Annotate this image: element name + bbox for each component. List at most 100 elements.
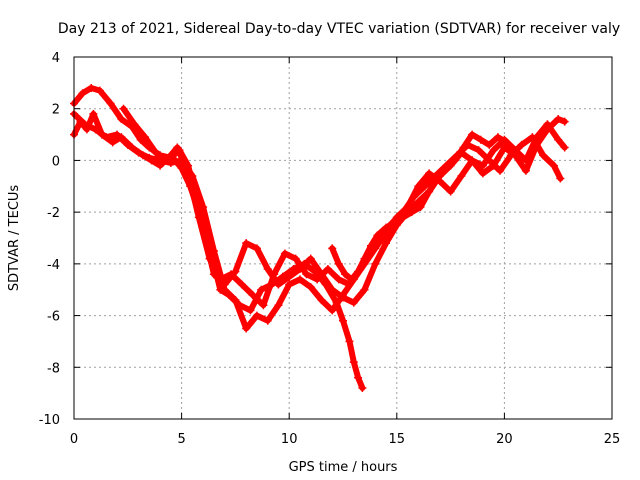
y-tick-label: 4 [52, 51, 60, 66]
data-point [345, 280, 354, 289]
data-point [242, 324, 251, 333]
data-point [341, 270, 350, 279]
data-point [242, 239, 251, 248]
y-tick-label: -6 [47, 310, 60, 325]
y-tick-label: -4 [47, 258, 60, 273]
x-tick-label: 5 [177, 432, 185, 447]
data-point [382, 239, 391, 248]
data-point [263, 265, 272, 274]
data-point [184, 169, 193, 178]
data-point [478, 169, 487, 178]
data-point [248, 290, 257, 299]
data-point [205, 254, 214, 263]
data-point [347, 275, 356, 284]
data-point [358, 383, 367, 392]
data-point [323, 265, 332, 274]
data-point [506, 151, 515, 160]
data-point [360, 285, 369, 294]
data-point [252, 244, 261, 253]
data-point [95, 86, 104, 95]
data-point [231, 296, 240, 305]
data-point [328, 244, 337, 253]
data-point [89, 109, 98, 118]
data-point [556, 174, 565, 183]
data-point [554, 135, 563, 144]
data-point [117, 115, 126, 124]
data-point [313, 275, 322, 284]
data-point [216, 275, 225, 284]
y-tick-label: -2 [47, 206, 60, 221]
data-point [528, 133, 537, 142]
data-point [270, 270, 279, 279]
data-point [237, 280, 246, 289]
data-point [339, 290, 347, 299]
data-point [302, 270, 311, 279]
series-track-4 [120, 105, 564, 309]
data-point [209, 246, 218, 255]
data-point [390, 218, 399, 227]
data-point [349, 298, 358, 307]
data-point [410, 192, 419, 201]
series-track-2 [71, 85, 568, 306]
data-point [134, 148, 143, 157]
data-point [334, 275, 343, 284]
data-point [560, 117, 569, 126]
y-tick-label: -8 [47, 361, 60, 376]
data-point [295, 275, 304, 284]
data-point [500, 143, 509, 152]
data-point [145, 153, 154, 162]
data-point [354, 373, 363, 382]
data-point [345, 337, 354, 346]
chart-title: Day 213 of 2021, Sidereal Day-to-day VTE… [58, 21, 620, 37]
data-point [442, 164, 451, 173]
data-point [354, 267, 363, 276]
data-point [496, 166, 505, 175]
series-track-1-markers [70, 109, 367, 392]
data-point [560, 143, 569, 152]
data-point [416, 202, 425, 211]
data-point [102, 133, 111, 142]
data-point [220, 285, 229, 294]
data-point [349, 358, 358, 367]
data-point [446, 187, 455, 196]
data-point [457, 171, 466, 180]
data-point [87, 84, 96, 93]
data-point [141, 133, 150, 142]
data-point [274, 301, 283, 310]
data-point [306, 283, 315, 292]
data-point [339, 316, 347, 325]
data-point [78, 89, 87, 98]
data-point [539, 151, 548, 160]
data-point [263, 316, 272, 325]
data-point [246, 306, 255, 315]
data-point [450, 156, 459, 165]
data-point [407, 208, 416, 217]
data-point [474, 146, 483, 155]
data-point [285, 280, 294, 289]
data-point [502, 138, 511, 147]
data-point [468, 156, 477, 165]
data-point [521, 156, 530, 165]
data-point [106, 99, 115, 108]
data-point [399, 213, 408, 222]
data-point [227, 270, 236, 279]
data-point [306, 254, 315, 263]
data-point [328, 306, 337, 315]
data-point [360, 254, 369, 263]
y-tick-label: 2 [52, 103, 60, 118]
data-point [166, 159, 175, 168]
y-tick-label: 0 [52, 154, 60, 169]
data-point [366, 241, 375, 250]
data-point [521, 166, 530, 175]
data-point [373, 231, 382, 240]
data-point [162, 156, 171, 165]
x-tick-label: 25 [604, 432, 621, 447]
data-point [317, 296, 326, 305]
x-axis-label: GPS time / hours [289, 460, 398, 475]
y-axis-label: SDTVAR / TECUs [7, 185, 22, 292]
series-track-5-markers [328, 130, 511, 284]
data-point [119, 104, 128, 113]
y-tick-label: -10 [39, 413, 60, 428]
data-point [433, 174, 442, 183]
